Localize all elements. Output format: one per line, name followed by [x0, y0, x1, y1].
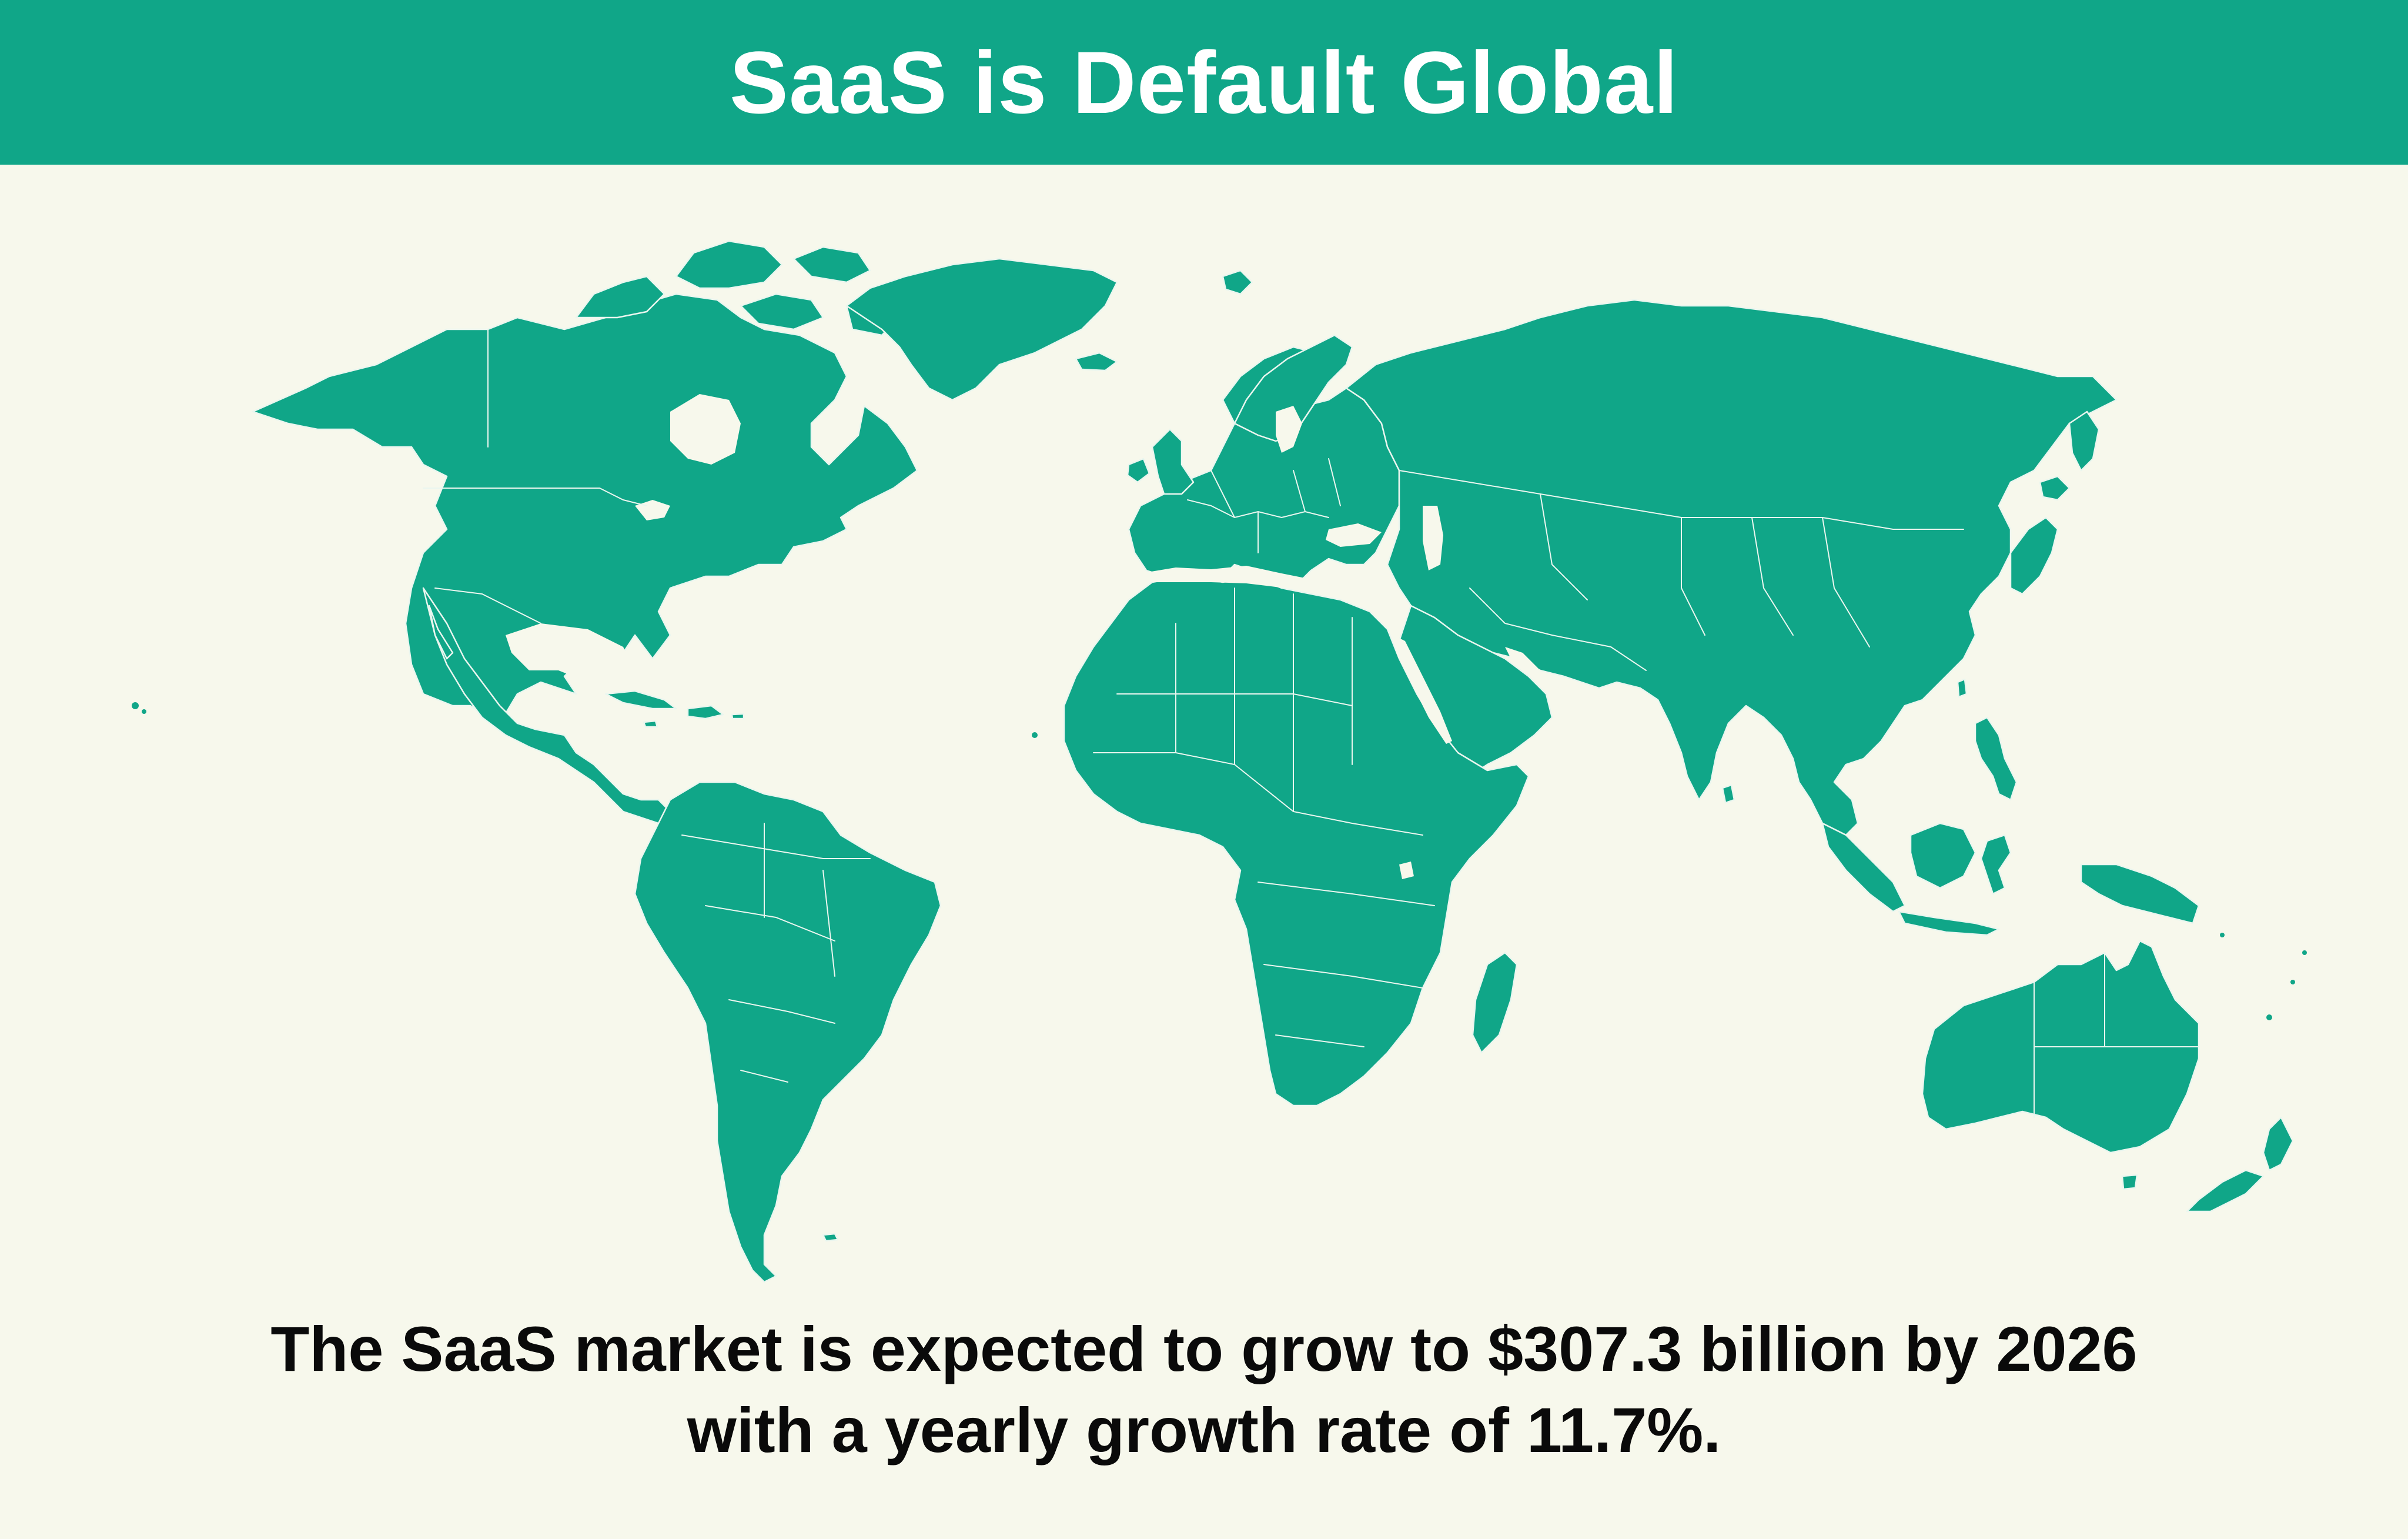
kamchatka	[2068, 410, 2100, 472]
sumatra	[1821, 822, 1906, 913]
north-america	[252, 293, 918, 725]
cape-verde	[1032, 732, 1038, 738]
south-america	[634, 781, 942, 1283]
border-europe	[1187, 458, 1341, 553]
svalbard	[1222, 269, 1253, 295]
pacific-island	[2302, 950, 2307, 955]
persian-gulf	[1505, 647, 1540, 676]
border-africa	[1093, 587, 1435, 1047]
japan	[2009, 516, 2059, 595]
new-zealand	[2186, 1169, 2265, 1213]
cuba	[604, 690, 677, 710]
java	[1898, 910, 2000, 936]
british-isles	[1151, 428, 1195, 495]
madagascar	[1471, 952, 1518, 1054]
border-australia	[2034, 952, 2199, 1118]
taiwan	[1956, 678, 1968, 698]
jamaica	[643, 720, 658, 728]
tasmania	[2121, 1174, 2138, 1190]
border-us-canada	[423, 488, 647, 506]
new-guinea	[2080, 863, 2200, 924]
pacific-island	[2266, 1014, 2272, 1020]
hawaii	[132, 702, 139, 709]
new-zealand	[2262, 1116, 2294, 1171]
arctic-islands	[740, 293, 824, 330]
caption-line-1: The SaaS market is expected to grow to $…	[270, 1313, 2138, 1384]
arctic-islands	[675, 240, 783, 289]
hudson-bay	[670, 394, 741, 465]
pacific-island	[2290, 980, 2295, 984]
arctic-islands	[575, 275, 665, 319]
mediterranean-sea	[1141, 566, 1352, 594]
hispaniola	[687, 705, 724, 720]
greenland	[845, 258, 1118, 401]
border-asia	[1399, 470, 1964, 671]
header-band	[0, 0, 2408, 165]
borneo	[1909, 822, 1976, 889]
ireland	[1126, 458, 1151, 483]
philippines	[1974, 716, 2018, 801]
caption: The SaaS market is expected to grow to $…	[0, 1308, 2408, 1471]
red-sea	[1393, 635, 1452, 744]
baltic-sea	[1276, 406, 1302, 453]
pacific-island	[2220, 933, 2225, 937]
baja-california	[428, 605, 454, 660]
border-south-america	[681, 823, 871, 1083]
hokkaido	[2039, 475, 2071, 501]
sri-lanka	[1721, 784, 1735, 804]
gulf-of-mexico	[506, 623, 635, 688]
iceland	[1075, 352, 1118, 372]
header: SaaS is Default Global	[0, 0, 2408, 165]
africa	[1063, 575, 1530, 1107]
black-sea	[1326, 523, 1382, 547]
page-title: SaaS is Default Global	[729, 32, 1679, 132]
sulawesi	[1980, 834, 2012, 895]
puerto-rico	[731, 713, 745, 720]
border-us-mexico	[434, 587, 541, 624]
hawaii	[142, 709, 146, 714]
falkland-islands	[822, 1233, 839, 1242]
caption-line-2: with a yearly growth rate of 11.7%.	[687, 1394, 1721, 1465]
caspian-sea	[1423, 506, 1443, 570]
lake-victoria	[1399, 862, 1414, 879]
arctic-islands	[792, 246, 871, 283]
